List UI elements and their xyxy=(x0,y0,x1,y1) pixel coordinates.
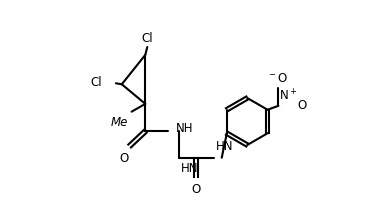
Text: NH: NH xyxy=(176,122,193,135)
Text: Me: Me xyxy=(111,116,128,129)
Text: O: O xyxy=(192,183,201,196)
Text: $^-$O: $^-$O xyxy=(267,72,288,85)
Text: HN: HN xyxy=(180,162,198,175)
Text: HN: HN xyxy=(216,140,233,153)
Text: N$^+$: N$^+$ xyxy=(279,89,298,104)
Text: Cl: Cl xyxy=(90,76,102,89)
Text: Cl: Cl xyxy=(141,32,153,45)
Text: O: O xyxy=(119,152,128,165)
Text: O: O xyxy=(297,99,306,112)
